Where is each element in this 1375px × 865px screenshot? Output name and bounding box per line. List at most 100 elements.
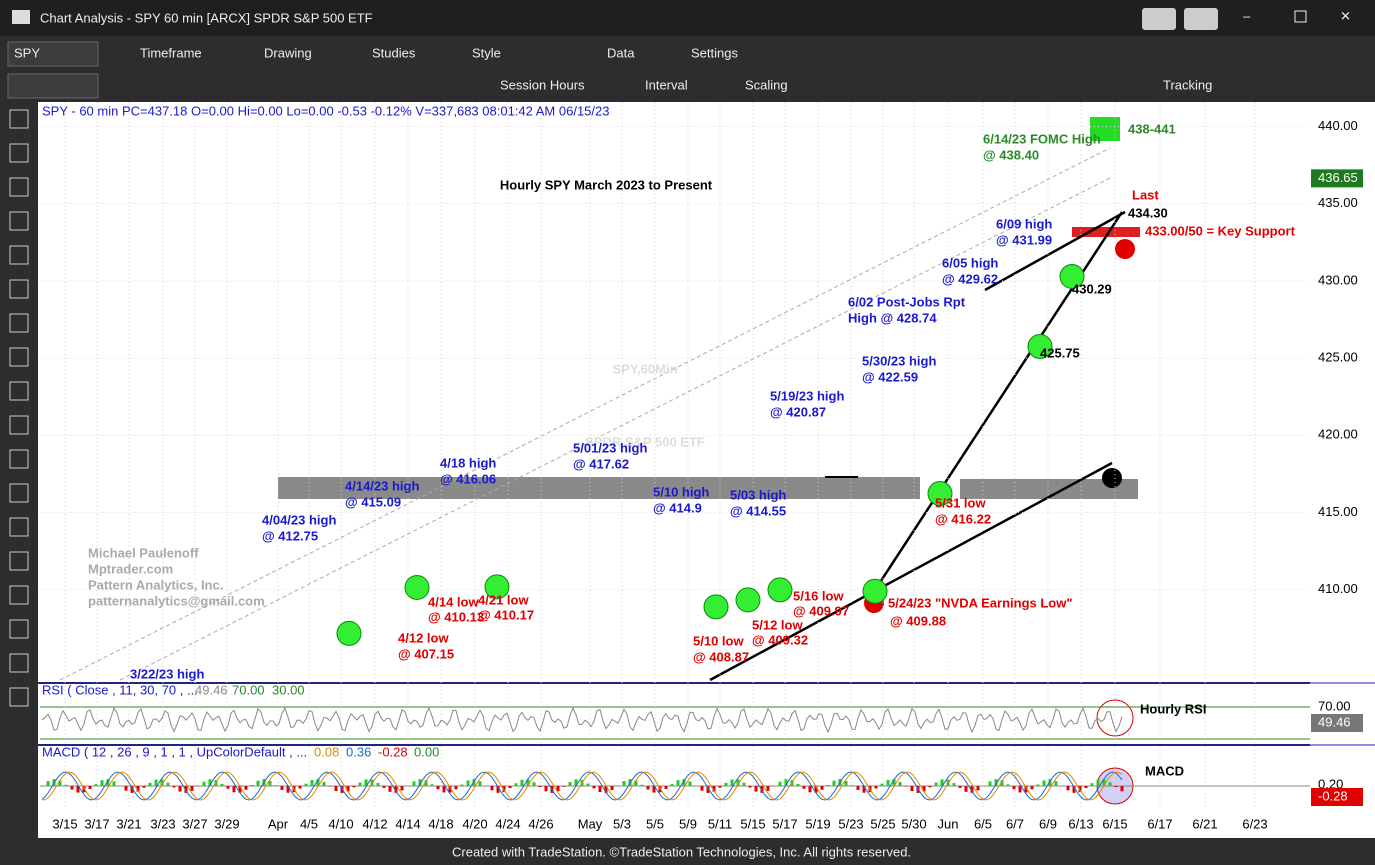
trend-line	[709, 461, 1113, 682]
author-line: patternanalytics@gmail.com	[88, 593, 265, 608]
s-button[interactable]	[1142, 8, 1176, 30]
support-band	[1072, 227, 1140, 237]
annotation: 5/19/23 high	[770, 388, 844, 403]
tool-icon[interactable]	[9, 381, 29, 401]
macd-label: MACD	[1145, 763, 1184, 778]
pivot-marker	[404, 574, 430, 600]
annotation: 4/18 high	[440, 455, 496, 470]
signal-line	[42, 771, 1123, 801]
tool-icon[interactable]	[9, 585, 29, 605]
annotation: 6/02 Post-Jobs Rpt	[848, 294, 966, 309]
tool-icon[interactable]	[9, 687, 29, 707]
tool-icon[interactable]	[9, 177, 29, 197]
annotation: @ 415.09	[345, 494, 401, 509]
toolbar-button[interactable]: Interval	[645, 77, 688, 92]
rsi-axis-label: 49.46	[1318, 714, 1351, 729]
x-tick-label: 5/11	[708, 816, 732, 831]
x-tick-label: 4/26	[528, 816, 553, 831]
x-tick-label: 4/5	[300, 816, 318, 831]
x-tick-label: 6/23	[1242, 816, 1267, 831]
annotation: @ 414.9	[653, 500, 702, 515]
last-price-label: 436.65	[1318, 170, 1358, 185]
x-tick-label: 5/15	[740, 816, 765, 831]
annotation: @ 414.55	[730, 503, 786, 518]
tool-icon[interactable]	[9, 211, 29, 231]
toolbar-button[interactable]: Studies	[372, 45, 416, 60]
toolbar-button[interactable]: Tracking	[1163, 77, 1212, 92]
tool-icon[interactable]	[9, 415, 29, 435]
annotation: 433.00/50 = Key Support	[1145, 223, 1296, 238]
x-tick-label: 5/5	[646, 816, 664, 831]
rsi-header: RSI ( Close , 11, 30, 70 , ...	[42, 682, 198, 697]
rsi-axis-label: 70.00	[1318, 698, 1351, 713]
y-tick-label: 420.00	[1318, 427, 1358, 442]
toolbar-button[interactable]: Timeframe	[140, 45, 202, 60]
macd-axis-label: 0.20	[1318, 776, 1343, 791]
tool-icon[interactable]	[9, 245, 29, 265]
macd-axis-label: -0.28	[1318, 788, 1348, 803]
toolbar-button[interactable]: Session Hours	[500, 77, 585, 92]
pivot-marker	[484, 574, 510, 600]
toolbar-button[interactable]: Settings	[691, 45, 738, 60]
pivot-marker	[703, 594, 729, 620]
x-tick-label: 6/5	[974, 816, 992, 831]
tool-icon[interactable]	[9, 279, 29, 299]
annotation: @ 422.59	[862, 369, 918, 384]
tool-icon[interactable]	[9, 653, 29, 673]
window-title: Chart Analysis - SPY 60 min [ARCX] SPDR …	[40, 10, 373, 25]
x-axis-pane	[38, 808, 1310, 838]
annotation: 5/10 low	[693, 633, 744, 648]
x-tick-label: 4/18	[428, 816, 453, 831]
minimize[interactable]: –	[1243, 8, 1251, 23]
last-price-tag	[1311, 169, 1363, 188]
symbol-box[interactable]	[7, 41, 99, 67]
close[interactable]: ✕	[1340, 8, 1351, 23]
trend-line	[984, 210, 1126, 292]
x-tick-label: 6/7	[1006, 816, 1024, 831]
annotation: 5/24/23 "NVDA Earnings Low"	[888, 595, 1073, 610]
annotation: @ 408.87	[693, 649, 749, 664]
annotation: 4/21 low	[478, 592, 529, 607]
author-line: Pattern Analytics, Inc.	[88, 577, 223, 592]
annotation: @ 409.88	[890, 613, 946, 628]
x-tick-label: 3/21	[116, 816, 141, 831]
toolbar-button[interactable]: Scaling	[745, 77, 788, 92]
x-tick-label: 6/15	[1102, 816, 1127, 831]
toolbar-button[interactable]: Data	[607, 45, 635, 60]
tool-icon[interactable]	[9, 449, 29, 469]
annotation: 5/03 high	[730, 487, 786, 502]
rsi-value: 30.00	[272, 682, 305, 697]
maximize[interactable]	[1294, 10, 1307, 23]
macd-tag	[1311, 788, 1363, 806]
annotation: 4/14/23 high	[345, 478, 419, 493]
x-tick-label: 4/20	[462, 816, 487, 831]
tool-icon[interactable]	[9, 551, 29, 571]
workspace-box[interactable]	[7, 73, 99, 99]
arrow-icon	[1115, 239, 1135, 259]
x-tick-label: 6/9	[1039, 816, 1057, 831]
resistance-band	[278, 477, 920, 499]
tool-icon[interactable]	[9, 143, 29, 163]
i-button[interactable]	[1184, 8, 1218, 30]
toolbar-button[interactable]: Drawing	[264, 45, 312, 60]
x-tick-label: 4/14	[395, 816, 420, 831]
annotation: 5/10 high	[653, 484, 709, 499]
tool-icon[interactable]	[9, 483, 29, 503]
toolbar-button[interactable]: Style	[472, 45, 501, 60]
author-line: Mptrader.com	[88, 561, 173, 576]
tool-icon[interactable]	[9, 313, 29, 333]
tool-icon[interactable]	[9, 109, 29, 129]
tool-icon[interactable]	[9, 619, 29, 639]
annotation: 6/05 high	[942, 255, 998, 270]
symbol[interactable]: SPY	[14, 45, 40, 60]
x-tick-label: 6/21	[1192, 816, 1217, 831]
pivot-marker	[862, 578, 888, 604]
annotation: 5/30/23 high	[862, 353, 936, 368]
x-tick-label: Jun	[938, 816, 959, 831]
annotation: @ 417.62	[573, 456, 629, 471]
tool-icon[interactable]	[9, 517, 29, 537]
x-tick-label: 6/17	[1147, 816, 1172, 831]
tool-icon[interactable]	[9, 347, 29, 367]
annotation: @ 438.40	[983, 147, 1039, 162]
